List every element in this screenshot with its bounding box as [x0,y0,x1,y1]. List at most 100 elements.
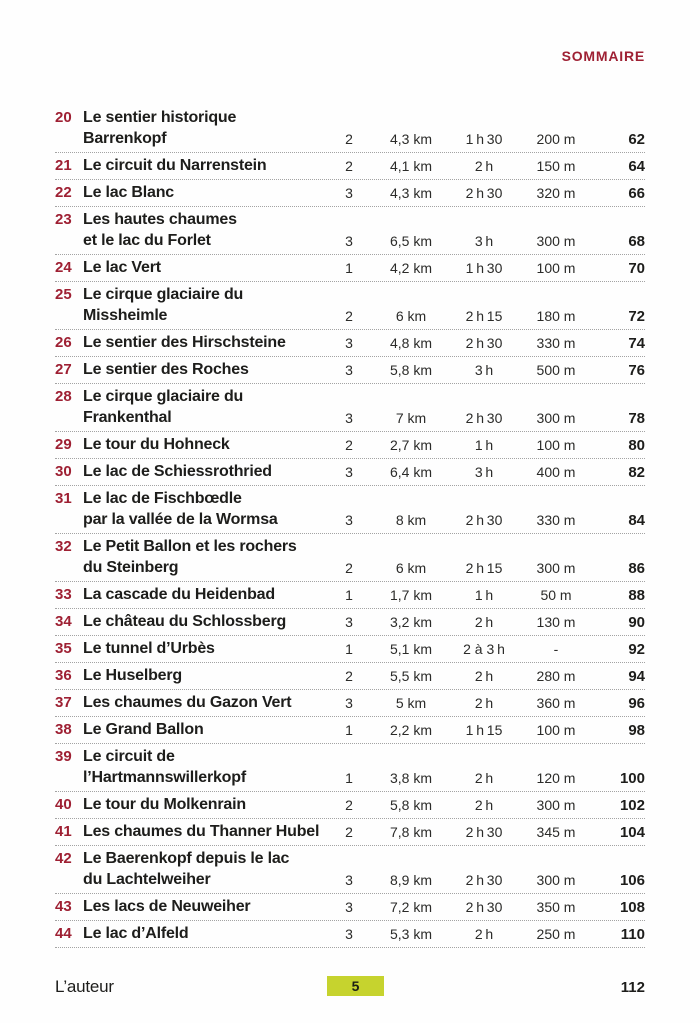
trail-number: 36 [55,667,72,684]
trail-distance: 6,4 km [389,464,432,480]
trail-distance: 1,7 km [389,587,432,603]
trail-duration: 2 h [474,926,494,942]
trail-difficulty: 2 [345,437,353,453]
trail-page: 88 [628,587,645,604]
trail-title: Le lac Vert [83,259,161,276]
trail-distance: 8 km [395,512,427,528]
trail-elevation: 280 m [536,668,576,684]
trail-elevation: 120 m [536,770,576,786]
trail-difficulty: 1 [345,722,353,738]
trail-page: 108 [619,899,645,916]
trail-elevation: - [553,641,559,657]
trail-title: Le lac de Schiessrothried [83,463,272,480]
trail-title: Le sentier historique Barrenkopf [83,109,237,147]
trail-distance: 8,9 km [389,872,432,888]
trail-page: 90 [628,614,645,631]
trail-difficulty: 1 [345,587,353,603]
toc-row: 27 Le sentier des Roches 3 5,8 km 3 h 50… [55,357,645,384]
trail-title: La cascade du Heidenbad [83,586,275,603]
toc-row: 40 Le tour du Molkenrain 2 5,8 km 2 h 30… [55,792,645,819]
trail-number: 44 [55,925,72,942]
toc-row: 42 Le Baerenkopf depuis le lac du Lachtel… [55,846,645,894]
trail-distance: 4,3 km [389,131,432,147]
trail-duration: 2 h [474,770,494,786]
trail-page: 80 [628,437,645,454]
trail-title: Le sentier des Hirschsteine [83,334,286,351]
trail-title: Les hautes chaumes et le lac du Forlet [83,211,237,249]
trail-page: 96 [628,695,645,712]
trail-distance: 2,7 km [389,437,432,453]
trail-elevation: 400 m [536,464,576,480]
trail-duration: 1 h 30 [465,260,503,276]
trail-duration: 3 h [474,362,494,378]
trail-title: Le Huselberg [83,667,182,684]
trail-distance: 6 km [395,560,427,576]
trail-number: 28 [55,388,72,405]
trail-number: 41 [55,823,72,840]
trail-distance: 7,2 km [389,899,432,915]
trail-page: 94 [628,668,645,685]
toc-row: 20 Le sentier historique Barrenkopf 2 4,… [55,105,645,153]
trail-page: 110 [620,926,645,943]
trail-duration: 2 h [474,158,494,174]
trail-elevation: 360 m [536,695,576,711]
trail-title: Le château du Schlossberg [83,613,287,630]
trail-number: 33 [55,586,72,603]
trail-page: 104 [619,824,645,841]
trail-elevation: 100 m [536,260,576,276]
trail-page: 98 [628,722,645,739]
trail-distance: 6,5 km [389,233,432,249]
trail-elevation: 300 m [536,872,576,888]
trail-number: 42 [55,850,72,867]
trail-difficulty: 1 [345,641,353,657]
trail-distance: 5,8 km [389,797,432,813]
trail-title: Le Petit Ballon et les rochers du Steinbe… [83,538,297,576]
trail-title: Le lac d’Alfeld [83,925,189,942]
trail-distance: 4,2 km [389,260,432,276]
trail-difficulty: 2 [345,560,353,576]
trail-distance: 5,3 km [389,926,432,942]
trail-difficulty: 3 [345,872,353,888]
trail-title: Le cirque glaciaire du Missheimle [83,286,244,324]
toc-row: 29 Le tour du Hohneck 2 2,7 km 1 h 100 m… [55,432,645,459]
trail-difficulty: 3 [345,614,353,630]
trail-page: 92 [628,641,645,658]
toc-row: 44 Le lac d’Alfeld 3 5,3 km 2 h 250 m 11… [55,921,645,948]
trail-page: 64 [628,158,645,175]
trail-distance: 5,1 km [389,641,432,657]
trail-page: 78 [628,410,645,427]
trail-number: 35 [55,640,72,657]
trail-distance: 5,8 km [389,362,432,378]
trail-page: 84 [628,512,645,529]
page-number-badge: 5 [327,976,384,996]
toc-row: 36 Le Huselberg 2 5,5 km 2 h 280 m 94 [55,663,645,690]
toc-row: 41 Les chaumes du Thanner Hubel 2 7,8 km… [55,819,645,846]
toc-row: 31 Le lac de Fischbœdle par la vallée de … [55,486,645,534]
trail-title: Les lacs de Neuweiher [83,898,251,915]
trail-difficulty: 2 [345,797,353,813]
trail-difficulty: 3 [345,695,353,711]
trail-duration: 2 h 30 [465,185,503,201]
toc-row: 38 Le Grand Ballon 1 2,2 km 1 h 15 100 m… [55,717,645,744]
trail-distance: 7,8 km [389,824,432,840]
trail-page: 62 [628,131,645,148]
trail-duration: 2 h 15 [465,308,503,324]
trail-number: 25 [55,286,72,303]
toc-row: 37 Les chaumes du Gazon Vert 3 5 km 2 h … [55,690,645,717]
trail-difficulty: 3 [345,362,353,378]
page-content: SOMMAIRE 20 Le sentier historique Barren… [55,0,645,997]
trail-elevation: 500 m [536,362,576,378]
trail-page: 68 [628,233,645,250]
trail-title: Le lac Blanc [83,184,174,201]
trail-title: Le tour du Molkenrain [83,796,246,813]
trail-duration: 2 h 30 [465,899,503,915]
trail-difficulty: 3 [345,464,353,480]
trail-number: 39 [55,748,72,765]
trail-difficulty: 3 [345,512,353,528]
trail-title: Le cirque glaciaire du Frankenthal [83,388,244,426]
trail-elevation: 300 m [536,560,576,576]
toc-row: 25 Le cirque glaciaire du Missheimle 2 6… [55,282,645,330]
trail-page: 74 [628,335,645,352]
trail-difficulty: 3 [345,233,353,249]
trail-difficulty: 3 [345,335,353,351]
